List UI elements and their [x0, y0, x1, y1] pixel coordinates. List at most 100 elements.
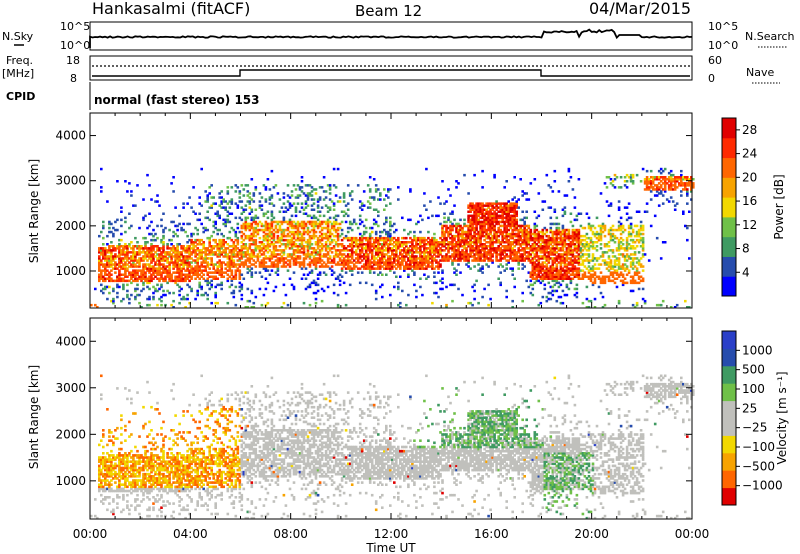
power-cell: [515, 218, 518, 222]
power-cell: [170, 279, 173, 283]
power-cell: [100, 186, 103, 189]
power-cell: [481, 210, 484, 213]
power-cell: [469, 230, 472, 234]
power-cell: [102, 236, 105, 240]
power-cell: [507, 214, 510, 218]
power-cell: [138, 245, 141, 248]
power-cell: [391, 238, 394, 242]
power-cell: [116, 283, 119, 287]
power-cell: [280, 232, 284, 236]
power-cell: [463, 251, 466, 254]
power-cell: [106, 234, 109, 238]
power-cell: [124, 180, 127, 183]
power-cell: [102, 249, 105, 252]
power-cell: [455, 253, 458, 256]
power-cell: [447, 251, 450, 254]
power-cell: [140, 273, 143, 276]
power-cell: [246, 224, 250, 228]
power-cell: [366, 200, 370, 203]
power-cell: [348, 243, 352, 246]
power-cell: [132, 259, 135, 262]
power-cell: [431, 249, 434, 252]
power-cell: [593, 263, 597, 266]
power-cell: [280, 206, 284, 209]
power-cell: [334, 220, 338, 224]
power-cell: [232, 251, 236, 254]
power-cell: [521, 291, 524, 295]
power-cell: [294, 261, 298, 264]
power-cell: [266, 251, 270, 254]
power-cell: [104, 263, 107, 266]
power-cell: [150, 245, 153, 248]
power-cell: [234, 247, 238, 250]
power-cell: [348, 226, 352, 230]
power-cell: [346, 249, 350, 252]
power-cell: [489, 202, 492, 205]
power-cell: [445, 200, 448, 203]
power-cell: [110, 251, 113, 254]
power-cell: [178, 267, 181, 270]
power-cell: [292, 245, 296, 248]
power-cell: [112, 234, 115, 238]
power-cell: [389, 249, 392, 252]
power-cell: [272, 216, 276, 220]
power-cell: [184, 277, 187, 280]
power-cell: [282, 261, 286, 264]
power-cell: [595, 245, 599, 248]
power-cell: [350, 190, 354, 193]
power-cell: [407, 267, 410, 270]
power-cell: [248, 222, 252, 226]
power-cell: [234, 271, 238, 274]
power-cell: [505, 236, 508, 240]
power-cell: [405, 236, 408, 240]
power-cell: [358, 206, 362, 209]
power-cell: [479, 269, 482, 272]
power-cell: [124, 245, 127, 248]
power-cell: [479, 253, 482, 256]
power-cell: [415, 241, 418, 244]
power-cell: [196, 273, 199, 276]
power-cell: [138, 249, 141, 252]
power-cell: [336, 306, 340, 309]
power-cell: [409, 236, 412, 240]
power-cell: [340, 275, 344, 278]
power-cell: [340, 261, 344, 264]
power-cell: [198, 241, 201, 244]
power-cell: [172, 255, 175, 258]
power-cell: [511, 243, 514, 246]
power-cell: [98, 247, 101, 250]
power-cell: [144, 243, 147, 246]
power-cell: [170, 253, 173, 256]
power-cell: [497, 206, 500, 209]
power-cell: [264, 212, 268, 215]
power-cell: [467, 192, 470, 195]
power-cell: [176, 249, 179, 252]
power-cell: [441, 232, 444, 236]
power-cell: [252, 301, 256, 305]
power-cell: [495, 238, 498, 242]
power-cell: [489, 214, 492, 218]
power-cell: [282, 238, 286, 242]
power-cell: [256, 224, 260, 228]
power-cell: [230, 212, 234, 215]
power-cell: [268, 249, 272, 252]
power-cell: [302, 238, 306, 242]
power-cell: [324, 222, 328, 226]
power-cell: [272, 186, 276, 189]
power-cell: [176, 247, 179, 250]
power-cell: [471, 285, 474, 289]
power-cell: [475, 279, 478, 283]
power-cell: [134, 275, 137, 278]
power-cell: [499, 210, 502, 213]
power-cell: [186, 261, 189, 264]
power-cell: [306, 198, 310, 201]
power-cell: [459, 251, 462, 254]
power-cell: [449, 243, 452, 246]
power-cell: [172, 291, 175, 295]
power-cell: [368, 188, 372, 191]
power-cell: [102, 279, 105, 283]
power-cell: [417, 257, 420, 260]
power-cell: [306, 230, 310, 234]
power-cell: [320, 226, 324, 230]
power-cell: [234, 275, 238, 278]
